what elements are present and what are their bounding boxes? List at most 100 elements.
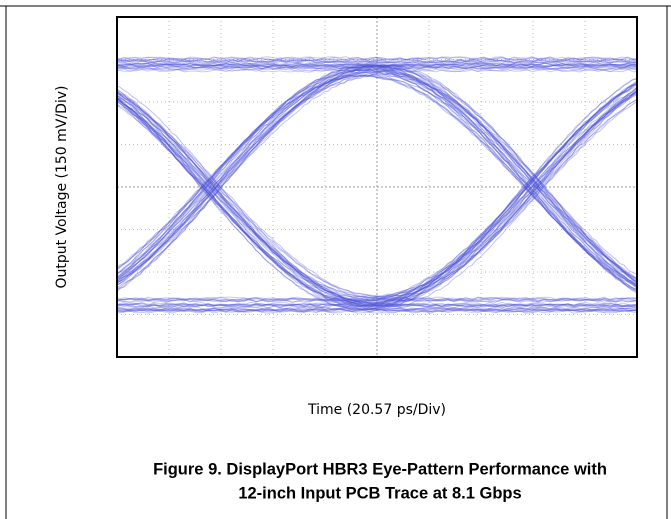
eye-trace xyxy=(117,68,637,291)
eye-trace xyxy=(117,87,637,308)
level-trace xyxy=(117,60,637,65)
eye-trace xyxy=(117,72,637,283)
level-trace xyxy=(117,296,637,301)
level-trace xyxy=(117,58,637,63)
eye-trace xyxy=(117,89,637,306)
level-trace xyxy=(117,309,637,314)
level-trace xyxy=(117,62,637,67)
level-trace xyxy=(117,59,637,64)
eye-trace xyxy=(117,71,637,286)
level-trace xyxy=(117,305,637,310)
level-trace xyxy=(117,63,637,68)
eye-trace xyxy=(117,73,637,280)
level-trace xyxy=(117,61,637,66)
plot-border xyxy=(116,16,638,358)
level-trace xyxy=(117,56,637,61)
eye-trace xyxy=(117,66,637,293)
eye-trace xyxy=(117,92,637,300)
eye-trace xyxy=(117,92,637,298)
eye-trace xyxy=(117,83,637,304)
eye-trace xyxy=(117,83,637,306)
level-trace xyxy=(117,302,637,307)
level-trace xyxy=(117,303,637,308)
level-trace xyxy=(117,302,637,307)
eye-trace xyxy=(117,90,637,301)
level-trace xyxy=(117,306,637,311)
level-trace xyxy=(117,56,637,61)
level-trace xyxy=(117,66,637,71)
level-trace xyxy=(117,63,637,68)
eye-trace xyxy=(117,64,637,288)
eye-trace xyxy=(117,80,637,310)
eye-trace xyxy=(117,75,637,280)
level-trace xyxy=(117,303,637,308)
level-trace xyxy=(117,297,637,302)
eye-trace xyxy=(117,84,637,310)
x-axis-label: Time (20.57 ps/Div) xyxy=(307,402,446,418)
eye-trace xyxy=(117,92,637,298)
eye-trace xyxy=(117,64,637,289)
eye-trace xyxy=(117,94,637,299)
eye-trace xyxy=(117,87,637,303)
level-trace xyxy=(117,63,637,68)
eye-trace xyxy=(117,74,637,285)
eye-trace xyxy=(117,82,637,305)
level-trace xyxy=(117,298,637,303)
level-trace xyxy=(117,308,637,313)
level-trace xyxy=(117,308,637,313)
level-trace xyxy=(117,307,637,312)
eye-trace xyxy=(117,69,637,284)
level-trace xyxy=(117,62,637,67)
eye-trace xyxy=(117,90,637,306)
level-trace xyxy=(117,68,637,73)
level-trace xyxy=(117,56,637,61)
caption-line: 12-inch Input PCB Trace at 8.1 Gbps xyxy=(238,484,521,502)
level-trace xyxy=(117,68,637,73)
level-trace xyxy=(117,64,637,69)
level-trace xyxy=(117,65,637,70)
eye-trace xyxy=(117,68,637,285)
caption-line: Figure 9. DisplayPort HBR3 Eye-Pattern P… xyxy=(153,460,607,478)
eye-trace xyxy=(117,82,637,307)
eye-trace xyxy=(117,69,637,286)
eye-trace xyxy=(117,82,637,311)
level-trace xyxy=(117,308,637,313)
level-trace xyxy=(117,63,637,68)
level-trace xyxy=(117,58,637,63)
eye-trace xyxy=(117,81,637,307)
grid xyxy=(117,17,637,357)
eye-trace xyxy=(117,89,637,304)
level-trace xyxy=(117,307,637,312)
eye-trace xyxy=(117,81,637,308)
eye-trace xyxy=(117,64,637,291)
level-trace xyxy=(117,307,637,312)
level-trace xyxy=(117,59,637,64)
eye-trace xyxy=(117,66,637,290)
level-trace xyxy=(117,303,637,308)
eye-trace xyxy=(117,95,637,297)
eye-traces xyxy=(117,56,637,314)
level-trace xyxy=(117,296,637,301)
eye-trace xyxy=(117,65,637,294)
eye-trace xyxy=(117,70,637,283)
eye-trace xyxy=(117,69,637,283)
eye-trace xyxy=(117,65,637,287)
eye-trace xyxy=(117,67,637,289)
eye-trace xyxy=(117,90,637,306)
eye-trace xyxy=(117,78,637,311)
level-trace xyxy=(117,302,637,307)
eye-trace xyxy=(117,92,637,300)
eye-trace xyxy=(117,77,637,311)
eye-trace xyxy=(117,89,637,304)
eye-trace xyxy=(117,74,637,287)
eye-trace xyxy=(117,88,637,300)
eye-trace xyxy=(117,87,637,309)
eye-trace xyxy=(117,83,637,305)
level-trace xyxy=(117,66,637,71)
level-trace xyxy=(117,58,637,64)
eye-trace xyxy=(117,73,637,283)
eye-trace xyxy=(117,74,637,287)
eye-trace xyxy=(117,63,637,293)
level-trace xyxy=(117,298,637,303)
